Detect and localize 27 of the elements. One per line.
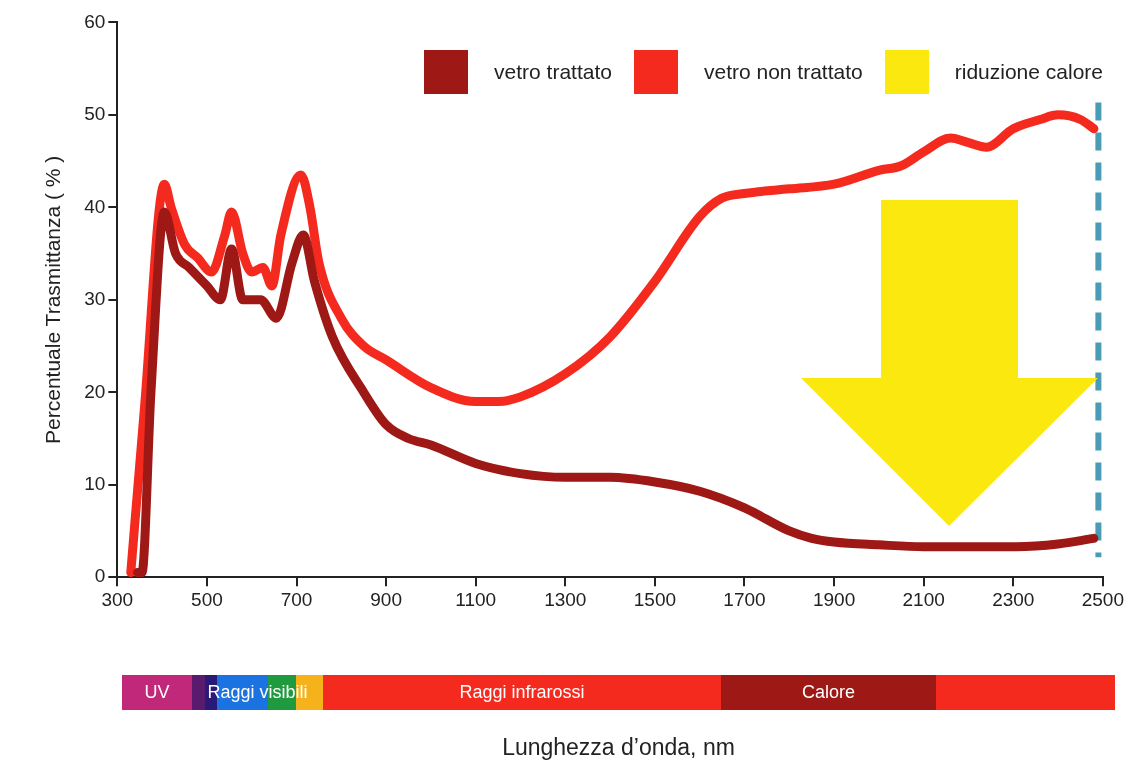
x-tick-label: 1900 xyxy=(812,588,856,610)
text: UV xyxy=(144,682,170,702)
x-tick-label: 700 xyxy=(280,588,313,610)
x-tick-label: 300 xyxy=(101,588,134,610)
y-tick-label: 40 xyxy=(84,195,106,217)
x-tick-label: 2300 xyxy=(992,588,1035,610)
y-tick-label: 20 xyxy=(84,380,106,402)
y-tick-label: 60 xyxy=(84,10,106,32)
y-tick-label: 10 xyxy=(84,472,106,494)
y-tick-label: 50 xyxy=(84,103,106,125)
x-tick-label: 500 xyxy=(191,588,223,610)
x-tick-label: 1500 xyxy=(633,588,677,610)
x-tick-label: 1300 xyxy=(544,588,587,610)
y-tick-label: 30 xyxy=(84,288,106,310)
text: Raggi infrarossi xyxy=(459,682,585,702)
text: Lunghezza d’onda, nm xyxy=(501,734,736,761)
x-tick-label: 2500 xyxy=(1081,588,1125,610)
text: Calore xyxy=(801,682,856,702)
y-axis-title: Percentuale Trasmittanza ( % ) xyxy=(41,155,65,444)
legend-label: vetro non trattato xyxy=(703,60,863,84)
annotation: riduzione calore xyxy=(954,60,1103,84)
x-tick-label: 2100 xyxy=(902,588,945,610)
y-tick-label: 0 xyxy=(94,565,106,587)
x-tick-label: 1700 xyxy=(723,588,766,610)
legend-label: vetro trattato xyxy=(494,60,612,84)
x-tick-label: 900 xyxy=(370,588,402,610)
x-tick-label: 1100 xyxy=(455,588,497,610)
